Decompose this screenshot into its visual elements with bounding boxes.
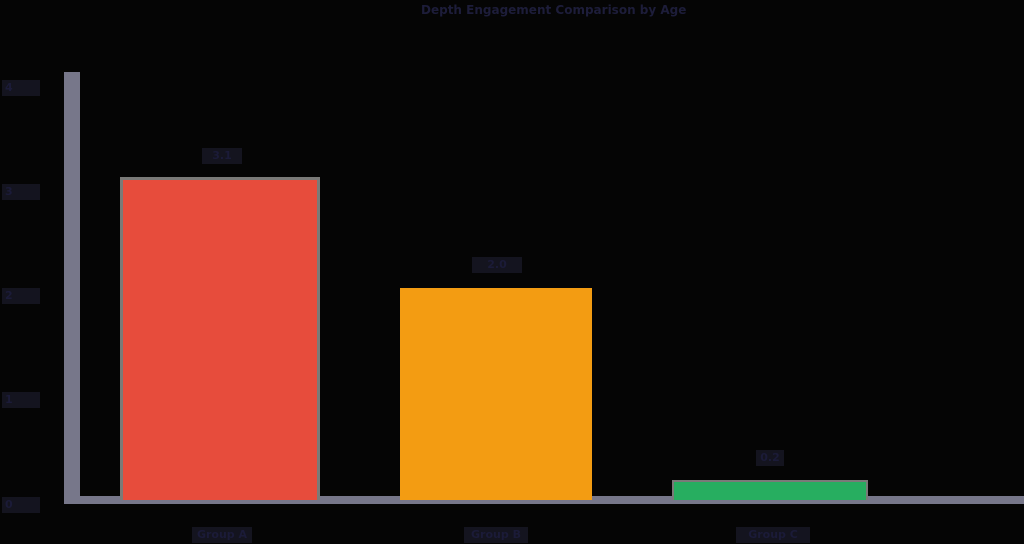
y-tick-label: 0 xyxy=(2,497,40,513)
x-axis-line xyxy=(64,496,1024,504)
chart-title: Depth Engagement Comparison by Age xyxy=(421,3,687,17)
y-tick-label: 1 xyxy=(2,392,40,408)
bar-value-label: 2.0 xyxy=(472,257,522,273)
x-tick-label: Group A xyxy=(192,527,252,543)
bar-group-c[interactable] xyxy=(672,480,868,500)
bar-value-label: 3.1 xyxy=(202,148,242,164)
bar-value-label: 0.2 xyxy=(756,450,784,466)
bar-group-b[interactable] xyxy=(400,288,592,500)
y-tick-label: 3 xyxy=(2,184,40,200)
y-tick-label: 4 xyxy=(2,80,40,96)
x-tick-label: Group C xyxy=(736,527,810,543)
y-axis-line xyxy=(64,72,80,504)
x-tick-label: Group B xyxy=(464,527,528,543)
bar-group-a[interactable] xyxy=(120,177,320,500)
y-tick-label: 2 xyxy=(2,288,40,304)
